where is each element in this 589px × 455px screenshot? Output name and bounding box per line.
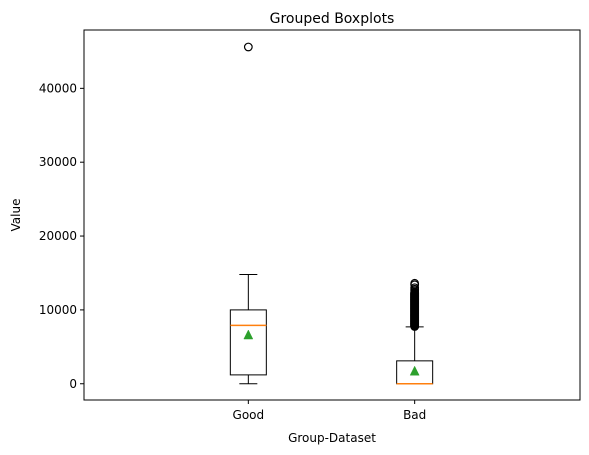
y-tick-label: 20000: [39, 229, 77, 243]
y-tick-label: 10000: [39, 303, 77, 317]
outlier-point: [243, 42, 253, 52]
box-iqr: [229, 309, 267, 376]
x-axis-label: Group-Dataset: [288, 431, 376, 445]
y-axis: 0 10000 20000 30000 40000: [39, 81, 84, 391]
outlier-point: [410, 283, 420, 293]
plot-area: [229, 42, 434, 385]
y-axis-label: Value: [9, 199, 23, 232]
outlier-point: [410, 278, 420, 288]
y-tick-label: 0: [69, 377, 77, 391]
chart-title: Grouped Boxplots: [270, 11, 395, 27]
box-group-bad: [396, 278, 434, 385]
mean-marker: [409, 365, 420, 376]
x-tick-label: Good: [233, 408, 265, 422]
y-tick-label: 30000: [39, 155, 77, 169]
mean-marker: [243, 329, 254, 340]
box-group-good: [229, 42, 267, 385]
x-axis: Good Bad: [233, 400, 426, 422]
x-tick-label: Bad: [403, 408, 426, 422]
axes-frame: [83, 29, 581, 401]
y-tick-label: 40000: [39, 81, 77, 95]
